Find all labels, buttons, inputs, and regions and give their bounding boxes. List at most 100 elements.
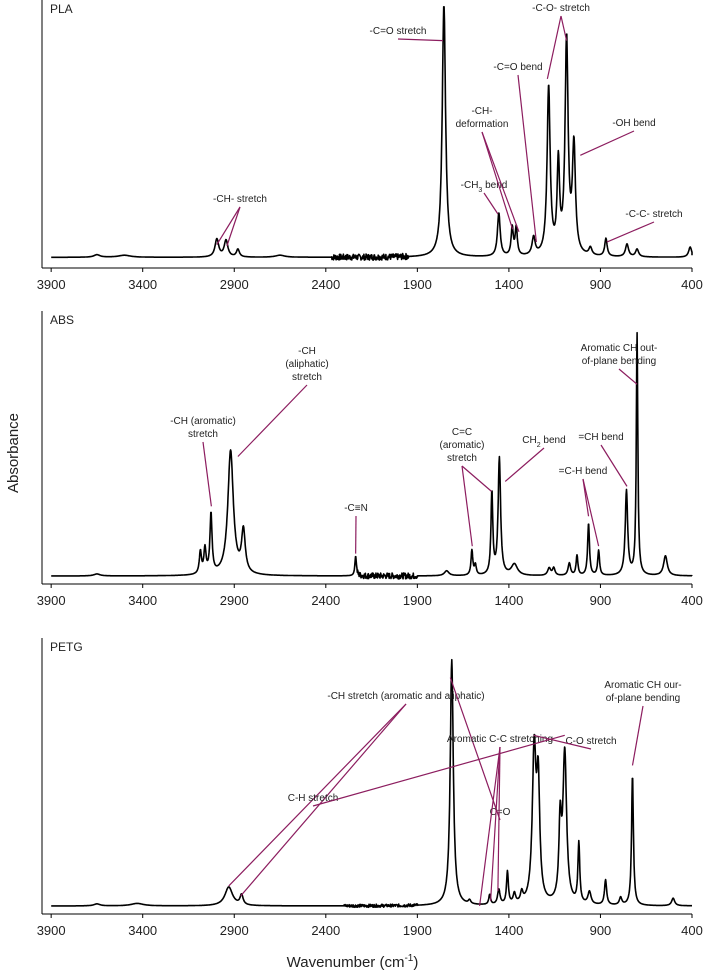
x-tick-label: 2400 xyxy=(311,277,340,292)
x-tick-label: 3900 xyxy=(37,277,66,292)
annotation-label: Aromatic CH our- xyxy=(604,680,681,691)
annotation: -OH bend xyxy=(580,118,656,156)
annotation-leader-line xyxy=(489,746,501,901)
annotation-label: -CH xyxy=(298,346,316,357)
x-tick-label: 400 xyxy=(681,593,703,608)
annotation-leader-line xyxy=(481,131,514,230)
annotation-leader-line xyxy=(606,221,655,243)
annotation-leader-line xyxy=(580,130,635,156)
annotation-label: Aromatic C-C stretching xyxy=(447,734,553,745)
x-tick-label: 2900 xyxy=(220,923,249,938)
annotation-label: C=C xyxy=(452,427,472,438)
spectrum-line-petg xyxy=(50,658,693,909)
x-tick-label: 2900 xyxy=(220,277,249,292)
annotation: -CH-deformation xyxy=(456,106,520,233)
spectrum-line-abs xyxy=(50,331,693,580)
annotation-label: deformation xyxy=(456,119,509,130)
x-tick-label: 2400 xyxy=(311,593,340,608)
x-tick-label: 1400 xyxy=(494,593,523,608)
annotation-leader-line xyxy=(533,734,592,750)
x-tick-label: 400 xyxy=(681,277,703,292)
annotation-label: -C=O bend xyxy=(493,62,542,73)
annotation-label: of-plane bending xyxy=(606,693,681,704)
x-tick-label: 3900 xyxy=(37,923,66,938)
annotation-leader-line xyxy=(600,444,628,487)
annotation-leader-line xyxy=(631,705,644,766)
x-tick-label: 3400 xyxy=(128,593,157,608)
annotation-label: =CH bend xyxy=(578,432,623,443)
annotation-label: stretch xyxy=(447,453,477,464)
annotation-label: stretch xyxy=(188,429,218,440)
x-tick-label: 3900 xyxy=(37,593,66,608)
panel-petg: 3900 3400 2900 2400 1900 1400 900 400 PETG -CH st… xyxy=(37,638,703,938)
annotation: =C-H bend xyxy=(559,466,607,547)
annotation-label: -C-C- stretch xyxy=(625,209,682,220)
panel-abs: 3900 3400 2900 2400 1900 1400 900 400 ABS -CH (ar… xyxy=(37,311,703,608)
annotation-leader-line xyxy=(560,15,568,41)
x-axis-label-main: Wavenumber (cm xyxy=(286,954,405,971)
annotation-label: -C≡N xyxy=(344,503,368,514)
annotation: -C=O stretch xyxy=(370,26,444,42)
annotation: -CH (aliphatic) stretch xyxy=(237,346,329,457)
annotation-leader-line xyxy=(237,384,308,457)
x-tick-label: 1400 xyxy=(494,923,523,938)
annotation-leader-line xyxy=(312,734,565,807)
annotation: CH2 bend xyxy=(504,435,566,482)
x-tick-label: 400 xyxy=(681,923,703,938)
x-tick-label: 900 xyxy=(590,923,612,938)
annotation-label: C-O stretch xyxy=(565,736,616,747)
panel-label: PETG xyxy=(50,640,83,654)
annotation: -CH (aromatic) stretch xyxy=(170,416,236,507)
annotation: C=C (aromatic) stretch xyxy=(439,427,492,547)
annotation-label: C=O xyxy=(490,807,511,818)
x-tick-label: 900 xyxy=(590,277,612,292)
annotation-label: -CH stretch (aromatic and aliphatic) xyxy=(327,691,484,702)
x-tick-label: 900 xyxy=(590,593,612,608)
annotation-label: Aromatic CH out- xyxy=(581,343,658,354)
annotation: -CH3 bend xyxy=(461,180,507,215)
annotation-leader-line xyxy=(582,478,600,547)
annotation-leader-line xyxy=(228,703,407,887)
annotation-label: (aliphatic) xyxy=(285,359,328,370)
annotation-label: -OH bend xyxy=(612,118,655,129)
x-tick-label: 3400 xyxy=(128,277,157,292)
annotation-leader-line xyxy=(216,206,241,245)
annotation-label: -CH- xyxy=(471,106,492,117)
annotation-label: CH2 bend xyxy=(522,435,565,449)
panel-label: PLA xyxy=(50,2,73,16)
x-tick-label: 2900 xyxy=(220,593,249,608)
spectrum-line-pla xyxy=(50,6,693,261)
annotation-label: (aromatic) xyxy=(439,440,484,451)
annotation-leader-line xyxy=(461,465,492,492)
annotation: C-O stretch xyxy=(533,734,617,750)
annotation: -CH- stretch xyxy=(213,194,267,247)
annotation: C-H stretch xyxy=(288,734,565,807)
y-axis-label: Absorbance xyxy=(5,412,22,494)
x-tick-label: 1900 xyxy=(403,277,432,292)
annotation-leader-line xyxy=(618,368,638,385)
annotation-leader-line xyxy=(517,74,537,243)
annotation-leader-line xyxy=(202,441,212,507)
annotation-leader-line xyxy=(497,746,501,891)
x-axis-label-end: ) xyxy=(413,954,419,971)
annotation-leader-line xyxy=(504,447,545,482)
x-tick-label: 3400 xyxy=(128,923,157,938)
annotation: C=O xyxy=(449,677,511,821)
annotation: -C≡N xyxy=(344,503,368,554)
annotation-leader-line xyxy=(226,206,241,247)
x-tick-label: 1900 xyxy=(403,593,432,608)
annotation-leader-line xyxy=(479,746,501,907)
annotation-leader-line xyxy=(449,677,501,821)
panel-label: ABS xyxy=(50,313,74,327)
annotation: Aromatic CH out-of-plane bending xyxy=(581,343,658,385)
annotation-label: C-H stretch xyxy=(288,793,339,804)
x-tick-label: 2400 xyxy=(311,923,340,938)
annotation: -CH stretch (aromatic and aliphatic) xyxy=(228,691,485,897)
x-axis-label-sup: -1 xyxy=(404,953,414,964)
annotation-label: stretch xyxy=(292,372,322,383)
annotation-leader-line xyxy=(240,703,407,897)
x-axis-label: Wavenumber (cm-1) xyxy=(0,953,705,971)
annotation-leader-line xyxy=(397,38,444,42)
annotation: -C-O- stretch xyxy=(532,3,590,79)
